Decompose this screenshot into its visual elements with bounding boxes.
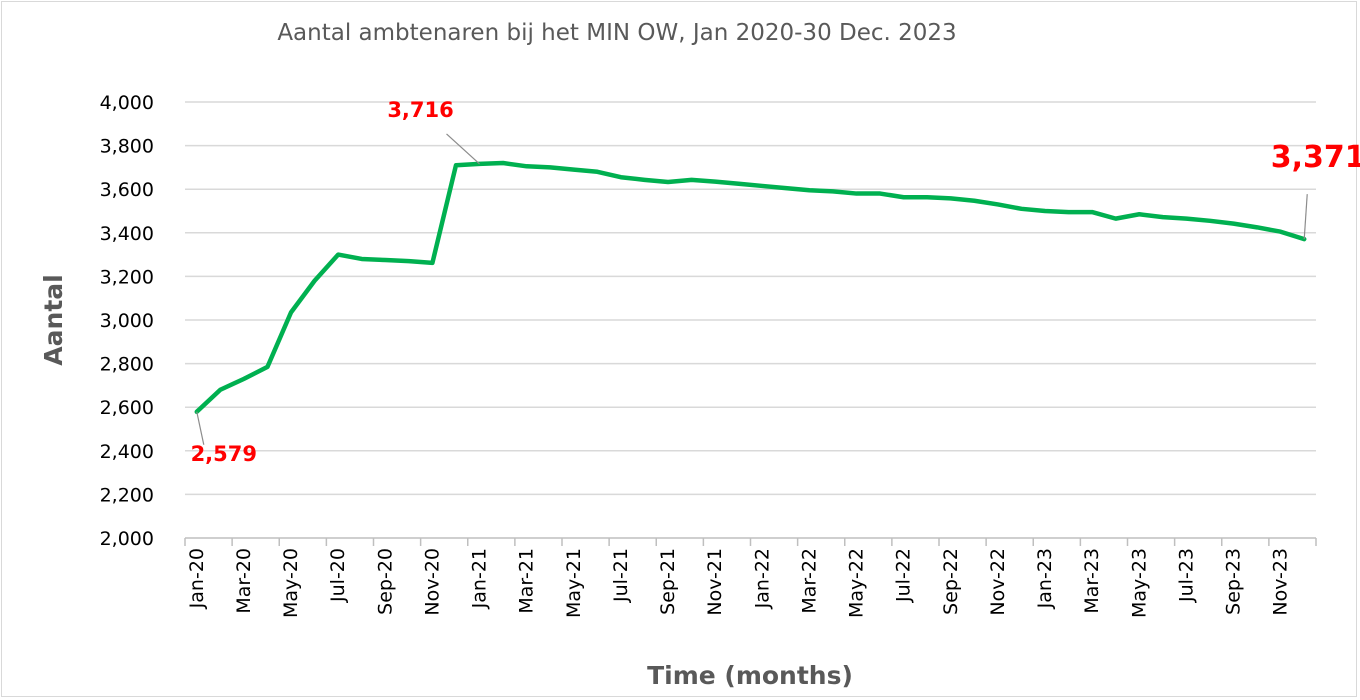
data-label: 3,371	[1271, 140, 1360, 175]
data-point	[548, 165, 552, 169]
data-point	[1279, 230, 1283, 234]
x-tick-label: May-20	[280, 548, 302, 618]
y-tick-label: 2,400	[100, 441, 154, 463]
y-tick-label: 3,600	[100, 179, 154, 201]
series-line	[194, 160, 1307, 415]
annotations: 2,579 3,716 3,371	[191, 98, 1360, 466]
data-point	[336, 253, 340, 257]
x-tick-label: Jan-21	[469, 548, 491, 609]
data-point	[501, 161, 505, 165]
series-points	[195, 161, 1306, 414]
x-tick-label: May-21	[563, 548, 585, 618]
x-tick-label: Jan-20	[186, 548, 208, 609]
data-point	[972, 199, 976, 203]
data-point	[360, 257, 364, 261]
data-point	[265, 365, 269, 369]
x-tick-label: Sep-23	[1223, 548, 1245, 615]
data-point	[525, 164, 529, 168]
data-point	[1137, 212, 1141, 216]
data-point	[760, 184, 764, 188]
x-tick-label: Jul-23	[1175, 548, 1197, 603]
data-point	[1019, 207, 1023, 211]
data-point	[1114, 217, 1118, 221]
annotation-leader	[446, 133, 480, 165]
data-point	[1255, 225, 1259, 229]
data-point	[407, 259, 411, 263]
x-tick-label: Nov-20	[421, 548, 443, 616]
data-label: 2,579	[191, 442, 257, 466]
data-point	[313, 279, 317, 283]
data-point	[619, 175, 623, 179]
x-tick-label: Jul-21	[610, 548, 632, 603]
y-tick-label: 2,800	[100, 354, 154, 376]
data-point	[925, 195, 929, 199]
data-point	[855, 192, 859, 196]
data-point	[1232, 222, 1236, 226]
x-tick-label: Jul-20	[327, 548, 349, 603]
data-point	[218, 388, 222, 392]
data-point	[1067, 210, 1071, 214]
data-point	[383, 258, 387, 262]
data-point	[784, 186, 788, 190]
y-tick-label: 2,200	[100, 484, 154, 506]
data-point	[807, 188, 811, 192]
x-tick-label: Mar-23	[1081, 548, 1103, 614]
chart-title: Aantal ambtenaren bij het MIN OW, Jan 20…	[277, 20, 956, 46]
x-tick-label: Sep-21	[657, 548, 679, 615]
data-point	[642, 178, 646, 182]
y-tick-label: 3,000	[100, 310, 154, 332]
data-point	[737, 182, 741, 186]
x-tick-label: Nov-23	[1270, 548, 1292, 616]
data-point	[713, 180, 717, 184]
y-tick-label: 3,800	[100, 136, 154, 158]
y-tick-label: 3,200	[100, 266, 154, 288]
data-point	[666, 180, 670, 184]
data-point	[902, 195, 906, 199]
y-tick-label: 2,600	[100, 397, 154, 419]
data-point	[430, 261, 434, 265]
data-point	[831, 189, 835, 193]
x-tick-label: Sep-20	[374, 548, 396, 615]
data-point	[878, 192, 882, 196]
annotation-leader	[196, 411, 205, 445]
x-tick-label: May-23	[1128, 548, 1150, 618]
data-point	[996, 202, 1000, 206]
data-point	[1208, 219, 1212, 223]
y-tick-label: 3,400	[100, 223, 154, 245]
x-tick-label: Mar-22	[798, 548, 820, 614]
gridlines	[185, 101, 1316, 496]
y-tick-label: 4,000	[100, 92, 154, 114]
x-tick-label: May-22	[846, 548, 868, 618]
x-tick-label: Sep-22	[940, 548, 962, 615]
data-point	[949, 196, 953, 200]
annotation-leader	[1303, 194, 1308, 240]
x-tick-label: Jul-22	[893, 548, 915, 603]
data-point	[1161, 215, 1165, 219]
x-tick-label: Jan-23	[1034, 548, 1056, 609]
data-point	[572, 168, 576, 172]
data-point	[595, 170, 599, 174]
data-point	[454, 163, 458, 167]
data-point	[690, 178, 694, 182]
x-tick-label: Jan-22	[751, 548, 773, 609]
y-tick-label: 2,000	[100, 528, 154, 550]
x-tick-label: Mar-21	[516, 548, 538, 614]
data-point	[1090, 210, 1094, 214]
x-axis: Jan-20 Mar-20 May-20 Jul-20 Sep-20 Nov-20 Jan-…	[184, 537, 1317, 618]
y-axis-title: Aantal	[39, 274, 68, 365]
data-point	[242, 377, 246, 381]
data-point	[1043, 209, 1047, 213]
y-axis-ticks: 2,000 2,200 2,400 2,600 2,800 3,000 3,200 3,400…	[100, 92, 154, 550]
data-point	[289, 310, 293, 314]
x-tick-label: Nov-21	[704, 548, 726, 616]
data-label: 3,716	[387, 98, 453, 122]
x-tick-label: Mar-20	[233, 548, 255, 614]
x-tick-label: Nov-22	[987, 548, 1009, 616]
x-axis-title: Time (months)	[647, 661, 853, 690]
data-point	[1184, 217, 1188, 221]
